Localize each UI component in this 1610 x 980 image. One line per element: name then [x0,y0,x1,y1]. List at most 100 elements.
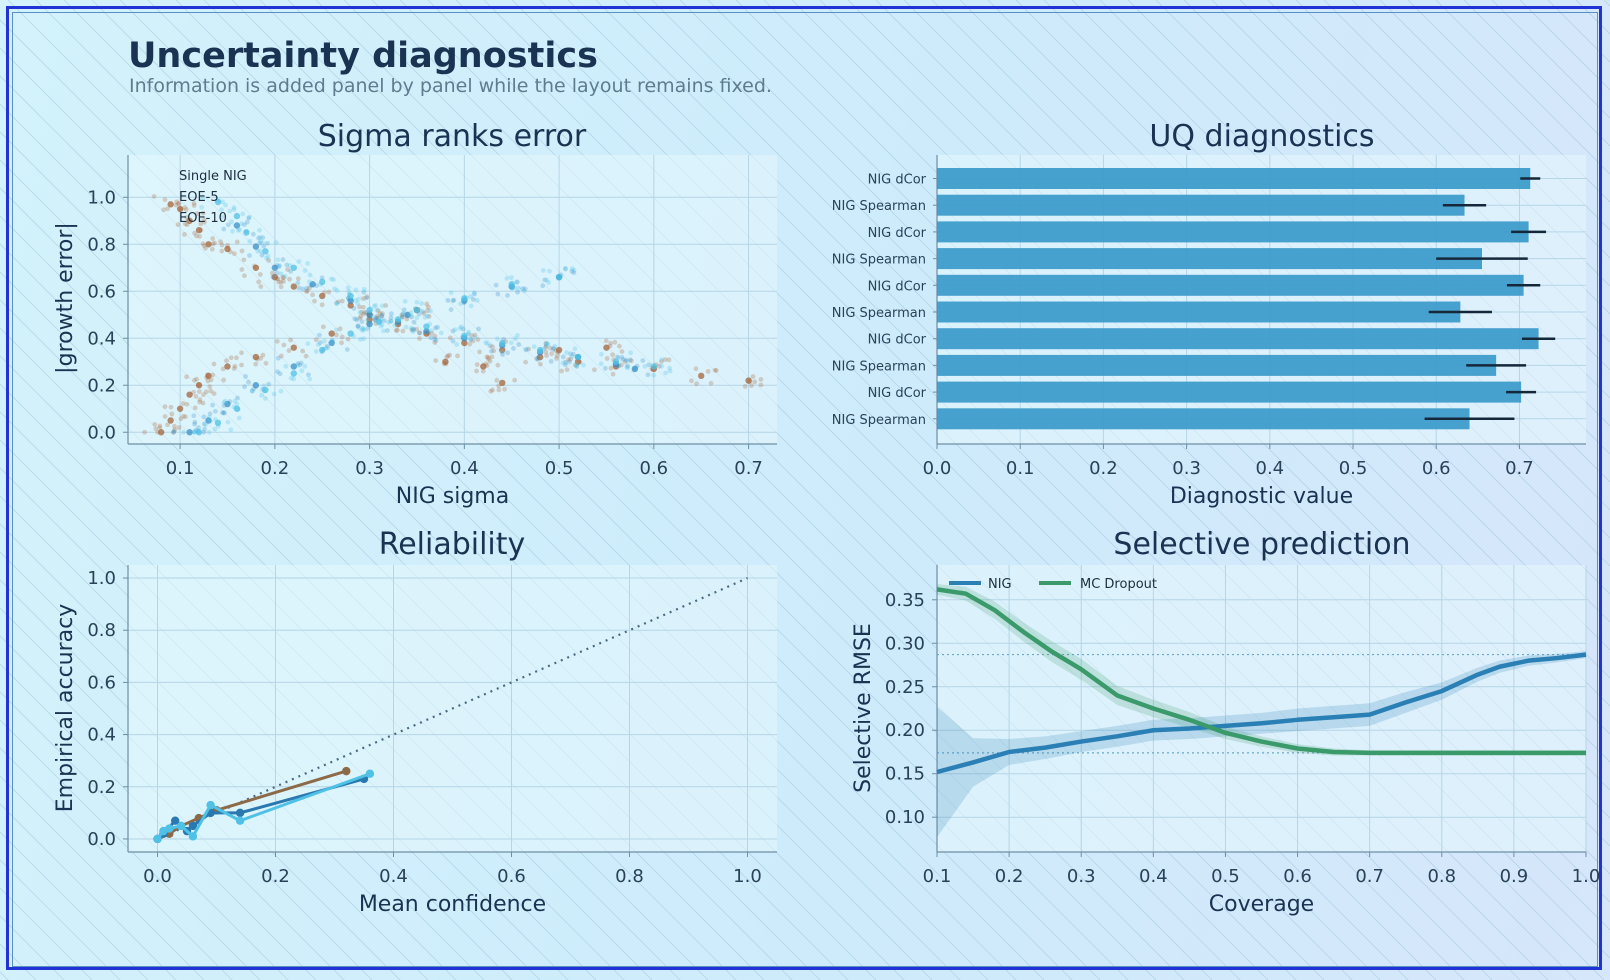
sigma-point [563,265,568,271]
sigma-point [750,374,756,379]
sigma-point [361,286,367,292]
sigma-point [319,292,326,300]
sigma-point [281,342,287,348]
sigma-point [619,349,625,355]
sigma-point [319,278,326,286]
sigma-point [222,398,228,404]
sigma-point [559,368,564,374]
sigma-point [543,349,549,355]
selective-ytick-label: 0.35 [885,590,925,611]
sigma-point [295,361,301,366]
sigma-point [445,298,451,303]
sigma-point [598,351,604,357]
sigma-point [667,365,673,371]
sigma-point [315,342,321,348]
sigma-point [221,403,227,409]
sigma-point [450,298,456,304]
sigma-point [233,222,241,229]
reliability-point [235,808,245,818]
sigma-point [598,361,604,367]
sigma-point [255,248,261,254]
sigma-point [615,354,621,360]
sigma-point [495,362,501,368]
sigma-xtick-label: 0.7 [734,458,763,479]
sigma-point [352,316,358,322]
sigma-point [571,267,577,273]
sigma-point [274,276,280,282]
sigma-point [210,372,216,378]
sigma-point [470,297,476,302]
sigma-point [417,330,423,336]
selective-xtick-label: 0.2 [995,866,1024,887]
sigma-point [540,268,546,273]
sigma-point [261,243,267,249]
sigma-point [219,207,225,213]
sigma-point [210,236,216,241]
sigma-point [572,362,578,368]
sigma-point [380,311,385,317]
sigma-point [540,283,546,289]
sigma-point [568,356,573,362]
sigma-point [512,336,518,342]
sigma-point [314,283,319,289]
sigma-point [201,421,207,427]
selective-xlabel: Coverage [1209,892,1314,917]
sigma-point [334,300,339,306]
sigma-point [496,383,501,389]
sigma-ytick-label: 0.2 [87,375,116,396]
sigma-point [394,316,402,323]
sigma-grid [128,155,777,444]
uq-bar [937,381,1522,403]
sigma-point [499,346,506,354]
sigma-point [309,281,316,288]
selective-line-0 [936,652,1587,775]
uq-title: UQ diagnostics [1149,119,1374,154]
sigma-point [742,384,748,389]
sigma-point [491,348,497,354]
sigma-point [192,419,198,425]
reliability-xtick-label: 0.2 [261,866,290,887]
reliability-ytick-label: 0.8 [87,620,116,641]
sigma-point [252,243,260,250]
sigma-point [523,359,528,365]
sigma-point [374,313,380,319]
selective-ytick-label: 0.20 [885,720,925,741]
sigma-point [257,234,263,240]
sigma-point [747,379,753,385]
sigma-point [227,249,233,255]
sigma-point [310,292,315,298]
sigma-point [192,405,198,411]
sigma-point [624,364,630,370]
sigma-point [353,298,358,303]
sigma-point [450,328,456,334]
sigma-point [625,363,631,369]
sigma-point [359,328,365,333]
sigma-point [662,357,668,363]
sigma-point [280,274,286,280]
sigma-point [257,240,263,246]
sigma-point [366,306,373,314]
sigma-point [400,311,406,317]
sigma-point [162,404,168,410]
sigma-point [196,382,201,388]
sigma-point [336,299,341,305]
sigma-point [153,426,159,432]
sigma-point [221,226,227,232]
sigma-point [433,325,438,331]
sigma-point [357,310,363,315]
sigma-point [235,407,241,412]
sigma-point [526,346,532,352]
sigma-point [607,343,613,349]
sigma-xtick-label: 0.5 [545,458,574,479]
sigma-point [592,367,597,373]
sigma-point [345,336,351,342]
sigma-point [205,417,212,424]
sigma-point [381,328,386,334]
sigma-point [448,307,454,313]
sigma-point [220,199,226,205]
sigma-point [320,324,326,330]
sigma-point [329,338,335,343]
sigma-point [524,346,530,352]
sigma-point [659,363,665,369]
sigma-point [274,263,280,268]
